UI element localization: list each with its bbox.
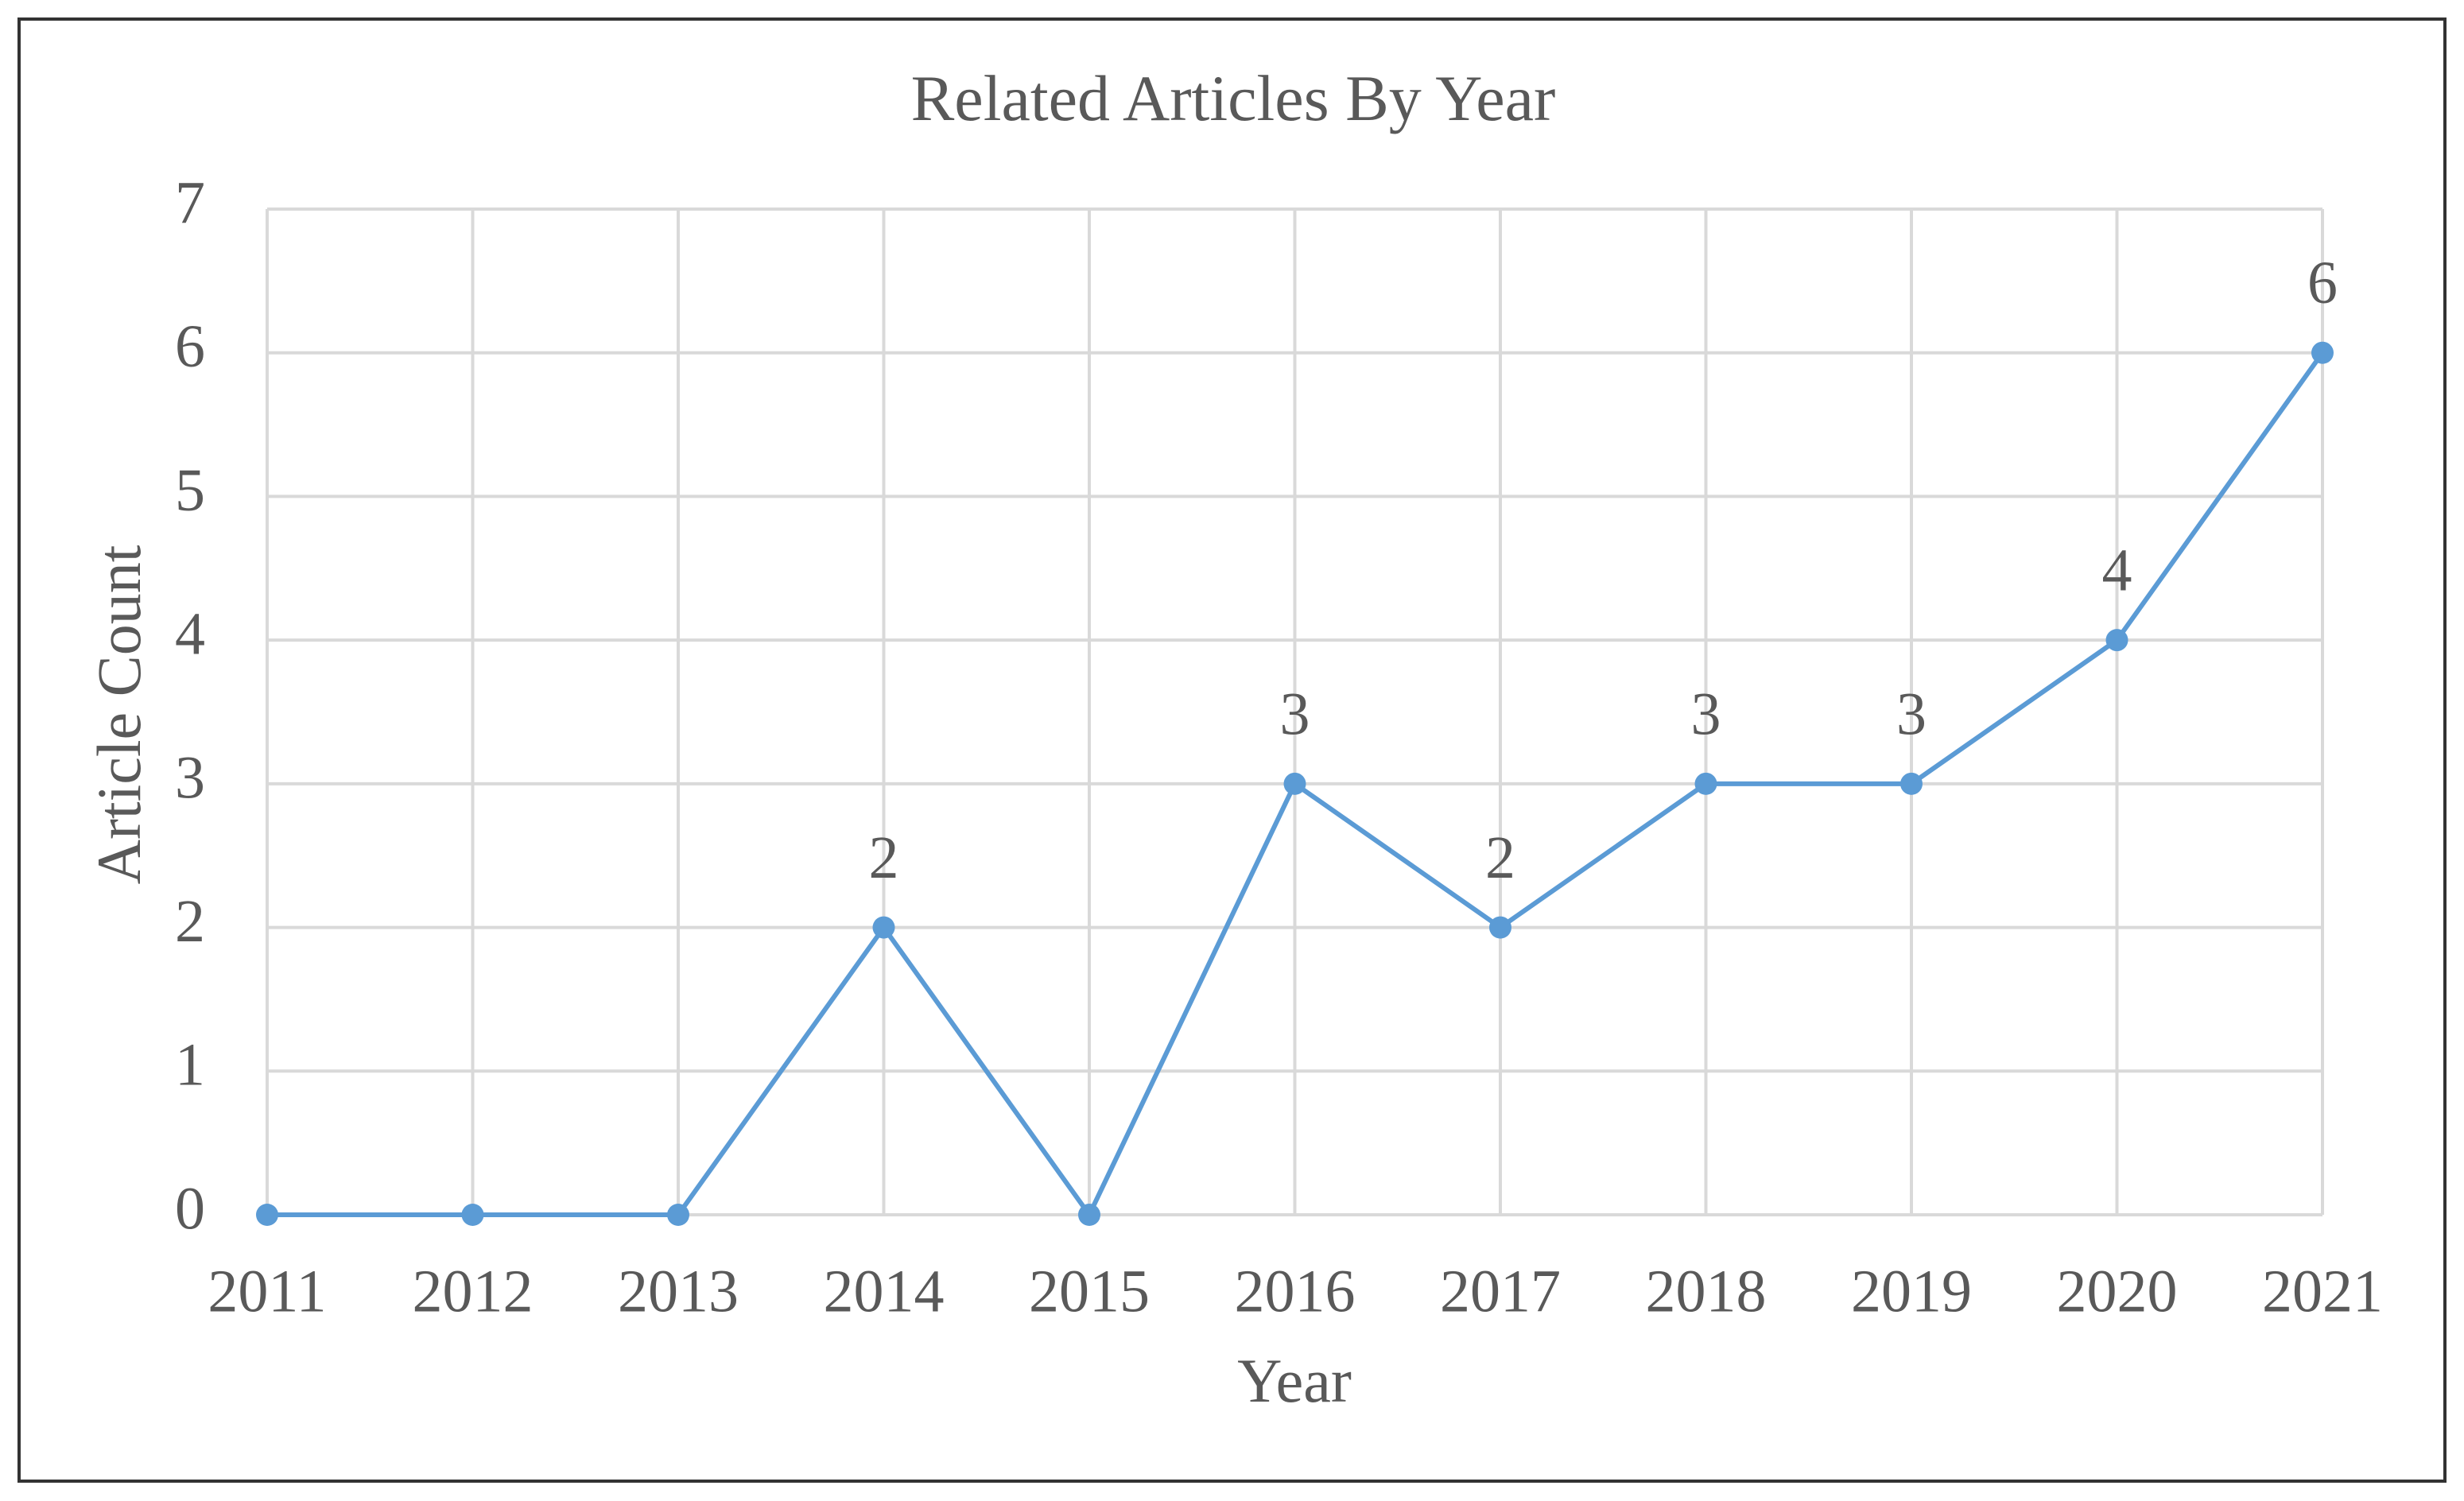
data-point — [667, 1204, 689, 1226]
data-label: 3 — [1896, 681, 1927, 747]
x-tick-label: 2018 — [1646, 1258, 1767, 1325]
data-point — [1078, 1204, 1100, 1226]
x-tick-label: 2016 — [1235, 1258, 1356, 1325]
x-tick-label: 2013 — [618, 1258, 739, 1325]
chart-title: Related Articles By Year — [911, 62, 1556, 134]
y-tick-label: 1 — [175, 1032, 205, 1099]
x-tick-label: 2012 — [413, 1258, 534, 1325]
y-tick-label: 5 — [175, 457, 205, 524]
data-point — [461, 1204, 484, 1226]
x-tick-label: 2015 — [1029, 1258, 1150, 1325]
x-tick-label: 2021 — [2262, 1258, 2383, 1325]
data-point — [2105, 629, 2128, 652]
data-point — [1489, 916, 1511, 939]
chart-frame — [17, 17, 2447, 1483]
y-axis-label: Article Count — [84, 545, 153, 884]
y-tick-label: 4 — [175, 601, 205, 668]
data-point — [2311, 341, 2334, 364]
data-point — [1283, 772, 1306, 795]
x-tick-label: 2017 — [1440, 1258, 1561, 1325]
x-tick-label: 2011 — [208, 1258, 326, 1325]
x-tick-label: 2014 — [824, 1258, 945, 1325]
x-axis-label: Year — [1237, 1346, 1352, 1415]
x-tick-label: 2020 — [2057, 1258, 2178, 1325]
data-label: 6 — [2307, 250, 2338, 316]
data-label: 3 — [1691, 681, 1721, 747]
data-point — [1694, 772, 1717, 795]
y-tick-label: 7 — [175, 169, 205, 236]
data-label: 2 — [869, 824, 899, 891]
data-label: 4 — [2102, 537, 2132, 604]
data-point — [256, 1204, 278, 1226]
data-point — [872, 916, 895, 939]
y-tick-label: 2 — [175, 888, 205, 955]
y-tick-label: 6 — [175, 313, 205, 380]
y-tick-label: 3 — [175, 744, 205, 811]
data-point — [1900, 772, 1923, 795]
x-tick-label: 2019 — [1851, 1258, 1972, 1325]
data-label: 3 — [1280, 681, 1310, 747]
y-tick-label: 0 — [175, 1175, 205, 1242]
data-label: 2 — [1485, 824, 1515, 891]
